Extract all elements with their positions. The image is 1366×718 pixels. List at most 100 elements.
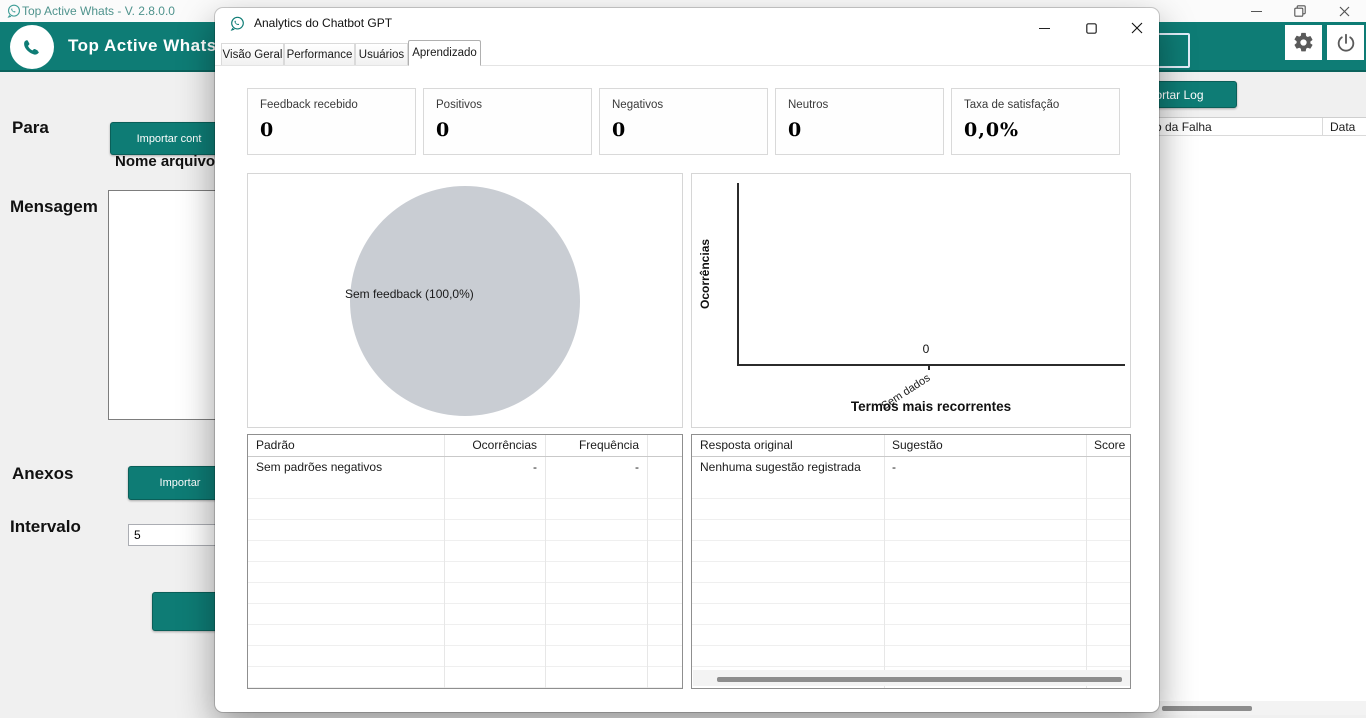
card-value: 0,0% [964,119,1020,141]
card-value: 0 [436,119,451,141]
gear-icon [1294,32,1313,52]
empty-row [692,562,1130,583]
empty-row [248,499,682,520]
empty-row [692,499,1130,520]
log-hscrollbar-thumb[interactable] [1162,706,1252,711]
card-value: 0 [788,119,803,141]
cell-occurrences: - [533,460,537,474]
col-frequencia: Frequência [578,438,639,452]
tab-performance[interactable]: Performance [284,43,355,65]
analytics-dialog: Analytics do Chatbot GPT Visão Geral Per… [215,8,1159,712]
empty-row [692,583,1130,604]
card-value: 0 [260,119,275,141]
empty-row [248,583,682,604]
import-contacts-button[interactable]: Importar cont [110,122,228,155]
intervalo-input[interactable] [128,524,218,546]
minimize-icon [1038,27,1050,29]
cell-pattern: Sem padrões negativos [256,460,383,474]
suggestions-table-header: Resposta original Sugestão Score [692,435,1130,457]
tab-usuarios[interactable]: Usuários [355,43,408,65]
dialog-close-button[interactable] [1123,17,1151,39]
close-icon [1131,22,1143,34]
empty-row [248,541,682,562]
main-close-button[interactable] [1322,0,1366,22]
patterns-table: Padrão Ocorrências Frequência Sem padrõe… [247,434,683,689]
patterns-table-header: Padrão Ocorrências Frequência [248,435,682,457]
feedback-pie-chart: Sem feedback (100,0%) [247,173,683,428]
card-neutros: Neutros 0 [775,88,944,155]
maximize-icon [1085,22,1097,34]
log-column-divider [1322,118,1323,136]
column-divider [1086,435,1087,688]
card-negativos: Negativos 0 [599,88,768,155]
terms-bar-chart: Ocorrências 0 Sem dados Termos mais reco… [691,173,1131,428]
message-textarea[interactable] [108,190,230,420]
dialog-maximize-button[interactable] [1077,17,1105,39]
restore-icon [1294,5,1306,17]
pie-annotation: Sem feedback (100,0%) [345,287,474,301]
y-axis [737,183,739,365]
main-window-title: Top Active Whats - V. 2.8.0.0 [22,4,175,18]
pie-slice-sem-feedback [350,186,580,416]
card-value: 0 [612,119,627,141]
dialog-titlebar: Analytics do Chatbot GPT [215,8,1159,38]
card-positivos: Positivos 0 [423,88,592,155]
column-divider [444,435,445,688]
cell-response: Nenhuma sugestão registrada [700,460,861,474]
main-restore-button[interactable] [1278,0,1322,22]
empty-row [692,646,1130,667]
empty-row [692,478,1130,499]
empty-row [248,562,682,583]
suggestions-hscrollbar-thumb[interactable] [717,677,1122,682]
column-divider [545,435,546,688]
import-attachments-button[interactable]: Importar [128,466,232,500]
log-col-failure: o da Falha [1155,120,1212,134]
cell-suggestion: - [892,460,896,474]
whatsapp-phone-icon [23,39,39,55]
empty-row [692,520,1130,541]
tab-aprendizado[interactable]: Aprendizado [408,40,481,66]
tabstrip-baseline [215,65,1159,66]
whatsapp-logo [10,25,54,69]
column-divider [884,435,885,688]
empty-row [248,604,682,625]
col-score: Score [1094,438,1126,452]
empty-row [248,667,682,688]
tab-visao-geral[interactable]: Visão Geral [221,43,284,65]
card-label: Positivos [436,99,483,111]
table-row[interactable]: Sem padrões negativos - - [248,457,682,478]
main-window-controls [1234,0,1366,22]
col-sugestao: Sugestão [892,438,943,452]
table-row[interactable]: Nenhuma sugestão registrada - [692,457,1130,478]
log-hscrollbar[interactable] [1159,701,1366,715]
empty-row [692,604,1130,625]
export-log-label: ortar Log [1155,87,1204,102]
empty-row [248,646,682,667]
para-label: Para [12,118,49,137]
suggestions-hscrollbar[interactable] [693,670,1130,686]
card-feedback-recebido: Feedback recebido 0 [247,88,416,155]
intervalo-label: Intervalo [10,517,81,536]
anexos-label: Anexos [12,464,74,483]
whatsapp-icon [230,16,244,31]
settings-button[interactable] [1285,25,1322,60]
log-table-header: o da Falha Data [1060,118,1366,136]
card-label: Neutros [788,99,829,111]
power-icon [1337,33,1354,51]
power-button[interactable] [1327,25,1364,60]
col-resposta-original: Resposta original [700,438,793,452]
minimize-icon [1250,10,1262,12]
card-label: Feedback recebido [260,99,358,111]
empty-row [248,625,682,646]
empty-row [692,541,1130,562]
card-label: Negativos [612,99,664,111]
main-minimize-button[interactable] [1234,0,1278,22]
whatsapp-icon [7,4,20,18]
bar-chart-title: Termos mais recorrentes [850,399,1012,414]
column-divider [647,435,648,688]
message-label: Mensagem [10,197,98,216]
empty-row [692,625,1130,646]
app-header-title: Top Active Whats - [68,36,229,55]
dialog-minimize-button[interactable] [1030,17,1058,39]
bar-value-label: 0 [922,342,930,356]
